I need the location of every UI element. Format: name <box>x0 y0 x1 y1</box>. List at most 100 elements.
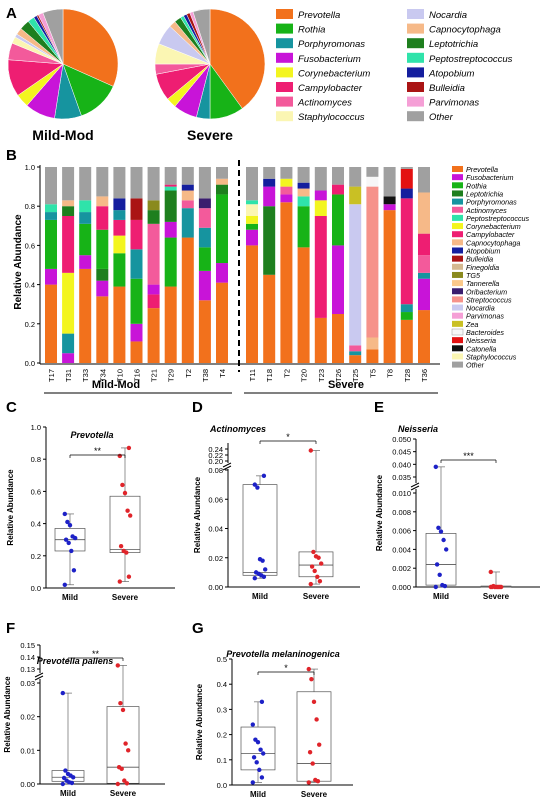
sample-label-t2: T2 <box>282 369 291 378</box>
stacked-bars: T17 T31 T33 T34 T10 T16 T21 T29 T2 T38 T4 T11 T18 T2 T… <box>45 167 430 382</box>
legend-a-label-staphylococcus: Staphylococcus <box>298 112 365 123</box>
bar-segment-porphyromonas <box>45 212 57 220</box>
bar-segment-atopobium <box>297 182 310 189</box>
legend-b-label-corynebacterium: Corynebacterium <box>466 222 521 231</box>
panel_g-group-label-severe: Severe <box>301 790 328 799</box>
panel_f-ylabel: Relative Abundance <box>3 676 12 753</box>
legend-a-label-bulleidia: Bulleidia <box>429 83 465 94</box>
bar-segment-other <box>79 167 92 201</box>
data-point <box>70 534 75 539</box>
b-ytick-label: 0.6 <box>25 241 35 250</box>
bar-segment-prevotella <box>130 341 143 363</box>
bar-segment-leptotrichia <box>263 206 276 275</box>
sample-label-t2: T2 <box>184 369 193 378</box>
panel_f-ytick-label: 0.03 <box>20 679 35 688</box>
panel_g-ytick-label: 0.1 <box>217 756 227 765</box>
bar-segment-campylobacter <box>62 216 75 273</box>
bar-segment-other <box>130 167 143 199</box>
panel_d-ytick-label: 0.00 <box>208 583 223 592</box>
panel_d-ytick-label: 0.24 <box>208 445 223 454</box>
legend-b-swatch-peptostreptococcus <box>452 214 463 221</box>
panel_d-group-label-severe: Severe <box>303 592 330 601</box>
bar-segment-other <box>314 167 327 191</box>
sample-label-t18: T18 <box>265 369 274 382</box>
bar-segment-fusobacterium <box>164 221 177 238</box>
bar-segment-fusobacterium <box>96 280 109 297</box>
bar-segment-capnocytophaga <box>62 200 75 207</box>
bar-mild-mod-t2-8: T2 <box>181 167 194 378</box>
bar-segment-rothia <box>96 229 109 269</box>
bar-segment-atopobium <box>113 198 126 211</box>
pie-severe <box>154 8 266 120</box>
data-point <box>255 485 260 490</box>
legend-b-label-tg5: TG5 <box>466 271 481 280</box>
sample-label-t33: T33 <box>81 369 90 382</box>
legend-b-swatch-capnocytophaga <box>452 239 463 246</box>
bar-segment-tg5 <box>147 200 160 211</box>
legend-a-swatch-campylobacter <box>276 82 293 92</box>
legend-a-label-prevotella: Prevotella <box>298 10 340 21</box>
data-point <box>65 771 71 777</box>
bar-segment-campylobacter <box>164 184 177 187</box>
panel_f-sig-label: ** <box>92 649 100 659</box>
data-point <box>115 663 121 668</box>
data-point <box>71 568 77 573</box>
data-point <box>63 537 69 542</box>
b-axes: 0.0 0.2 0.4 0.6 0.8 1.0 <box>25 160 440 372</box>
data-point <box>61 775 67 781</box>
data-point <box>120 482 125 488</box>
sample-label-t36: T36 <box>420 369 429 382</box>
legend-a-swatch-leptotrichia <box>407 38 424 49</box>
box-iqr <box>106 706 140 784</box>
bar-severe-t25-17: T25 <box>349 167 362 382</box>
bar-segment-fusobacterium <box>198 270 211 301</box>
data-point <box>433 584 438 590</box>
panel_g-box-mild <box>240 699 276 785</box>
pie-slice-other <box>192 8 211 65</box>
data-point <box>67 523 73 528</box>
legend-b-label-finegoldia: Finegoldia <box>466 263 499 272</box>
panel_c-ytick-label: 1.0 <box>31 423 41 432</box>
sample-label-t31: T31 <box>64 369 73 382</box>
bar-segment-fusobacterium <box>332 245 344 314</box>
legend-b-label-tannerella: Tannerella <box>466 279 499 288</box>
bar-segment-other <box>332 167 344 185</box>
legend-b-swatch-streptococcus <box>452 296 463 303</box>
legend-b-label-parvimonas: Parvimonas <box>466 312 504 321</box>
panel_f-title: Prevotella pallens <box>37 656 114 666</box>
panel_f-group-label-mild: Mild <box>60 789 76 798</box>
legend-b-label-staphylococcus: Staphylococcus <box>466 352 517 361</box>
bar-segment-other <box>164 167 177 185</box>
bar-segment-rothia <box>113 253 126 287</box>
legend-a: Prevotella Rothia Porphyromonas Fusobacteri… <box>276 9 513 123</box>
panel_e-axis-break-mark <box>410 485 420 491</box>
bar-segment-leptotrichia <box>147 210 160 224</box>
legend-b-swatch-leptotrichia <box>452 190 463 197</box>
box-iqr <box>425 533 457 586</box>
legend-b-swatch-tg5 <box>452 271 463 278</box>
group-label-mild-mod: Mild-Mod <box>92 379 140 391</box>
panel_e-ylabel: Relative Abundance <box>375 474 384 551</box>
legend-a-label-porphyromonas: Porphyromonas <box>298 39 365 50</box>
panel_f-box-mild <box>51 690 85 787</box>
bar-segment-prevotella <box>147 308 160 363</box>
bar-mild-mod-t29-7: T29 <box>164 167 177 382</box>
panel_e-ytick-label: 0.035 <box>392 473 411 482</box>
panel_d-ytick-label: 0.02 <box>208 554 223 563</box>
bar-segment-other <box>181 167 194 185</box>
bar-segment-fusobacterium <box>280 194 293 203</box>
data-point <box>66 540 71 546</box>
bar-segment-porphyromonas <box>198 227 211 248</box>
bar-segment-leptotrichia <box>216 184 228 195</box>
bar-segment-peptostreptococcus <box>45 204 57 213</box>
bar-segment-rothia <box>216 194 228 264</box>
legend-a-label-peptostreptococcus: Peptostreptococcus <box>429 54 513 65</box>
data-point <box>253 570 259 575</box>
panel_f-ytick-label: 0.15 <box>20 641 35 650</box>
panel_e-ytick-label: 0.004 <box>392 545 411 554</box>
bar-segment-rothia <box>400 312 413 320</box>
legend-a-swatch-fusobacterium <box>276 52 293 63</box>
legend-b-label-oribacterium: Oribacterium <box>466 287 507 296</box>
bar-segment-atopobium <box>181 184 194 191</box>
